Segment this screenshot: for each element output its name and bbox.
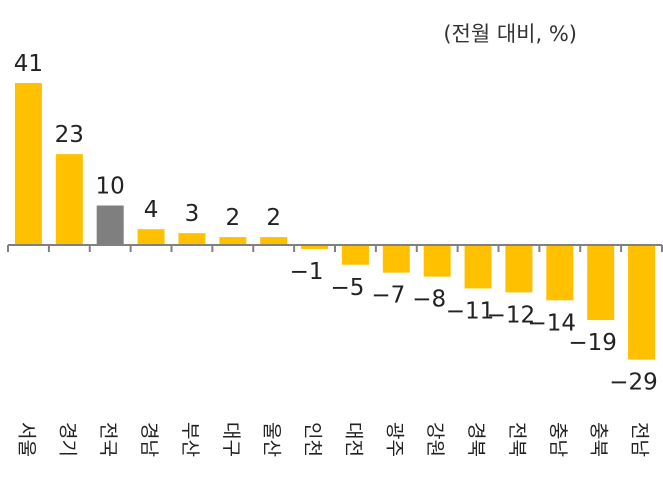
unit-label: (전월 대비, %)	[443, 22, 577, 46]
bar	[505, 245, 533, 293]
value-label: 23	[55, 122, 84, 148]
bar	[464, 245, 492, 289]
value-label: −5	[330, 275, 364, 301]
value-label: 2	[225, 205, 240, 231]
bar	[546, 245, 574, 301]
value-label: −8	[412, 287, 446, 313]
bar	[96, 205, 124, 245]
value-label: 4	[144, 197, 159, 223]
category-label: 인천	[302, 422, 324, 457]
category-label: 경북	[465, 422, 487, 457]
bar	[628, 245, 656, 360]
value-label: 3	[185, 201, 200, 227]
bar	[137, 229, 165, 245]
bar	[178, 233, 206, 245]
bar	[382, 245, 410, 273]
category-label: 전남	[629, 422, 651, 457]
category-label: 전국	[97, 422, 119, 457]
bar	[423, 245, 451, 277]
category-label: 전북	[506, 422, 528, 457]
bar	[587, 245, 615, 321]
bar	[14, 83, 42, 245]
category-label: 충남	[547, 422, 569, 457]
value-label: −12	[487, 302, 536, 328]
value-label: −1	[290, 259, 324, 285]
value-label: −7	[371, 283, 405, 309]
value-label: 10	[96, 174, 125, 200]
category-label: 대전	[342, 422, 364, 457]
value-label: 41	[14, 51, 43, 77]
value-label: −11	[446, 298, 495, 324]
category-label: 경기	[56, 422, 78, 457]
bar	[301, 245, 329, 249]
value-label: 2	[266, 205, 281, 231]
category-label: 광주	[383, 422, 405, 457]
value-label: −14	[528, 310, 577, 336]
bar	[55, 154, 83, 245]
value-label: −29	[609, 370, 658, 396]
value-label: −19	[568, 330, 617, 356]
category-label: 울산	[261, 422, 283, 457]
bar	[341, 245, 369, 265]
category-label: 충북	[588, 422, 610, 457]
category-label: 부산	[179, 422, 201, 457]
bar	[260, 237, 288, 245]
bar	[219, 237, 247, 245]
category-label: 경남	[138, 422, 160, 457]
category-label: 대구	[220, 422, 242, 457]
category-label: 강원	[424, 422, 446, 457]
category-label: 서울	[15, 422, 37, 457]
